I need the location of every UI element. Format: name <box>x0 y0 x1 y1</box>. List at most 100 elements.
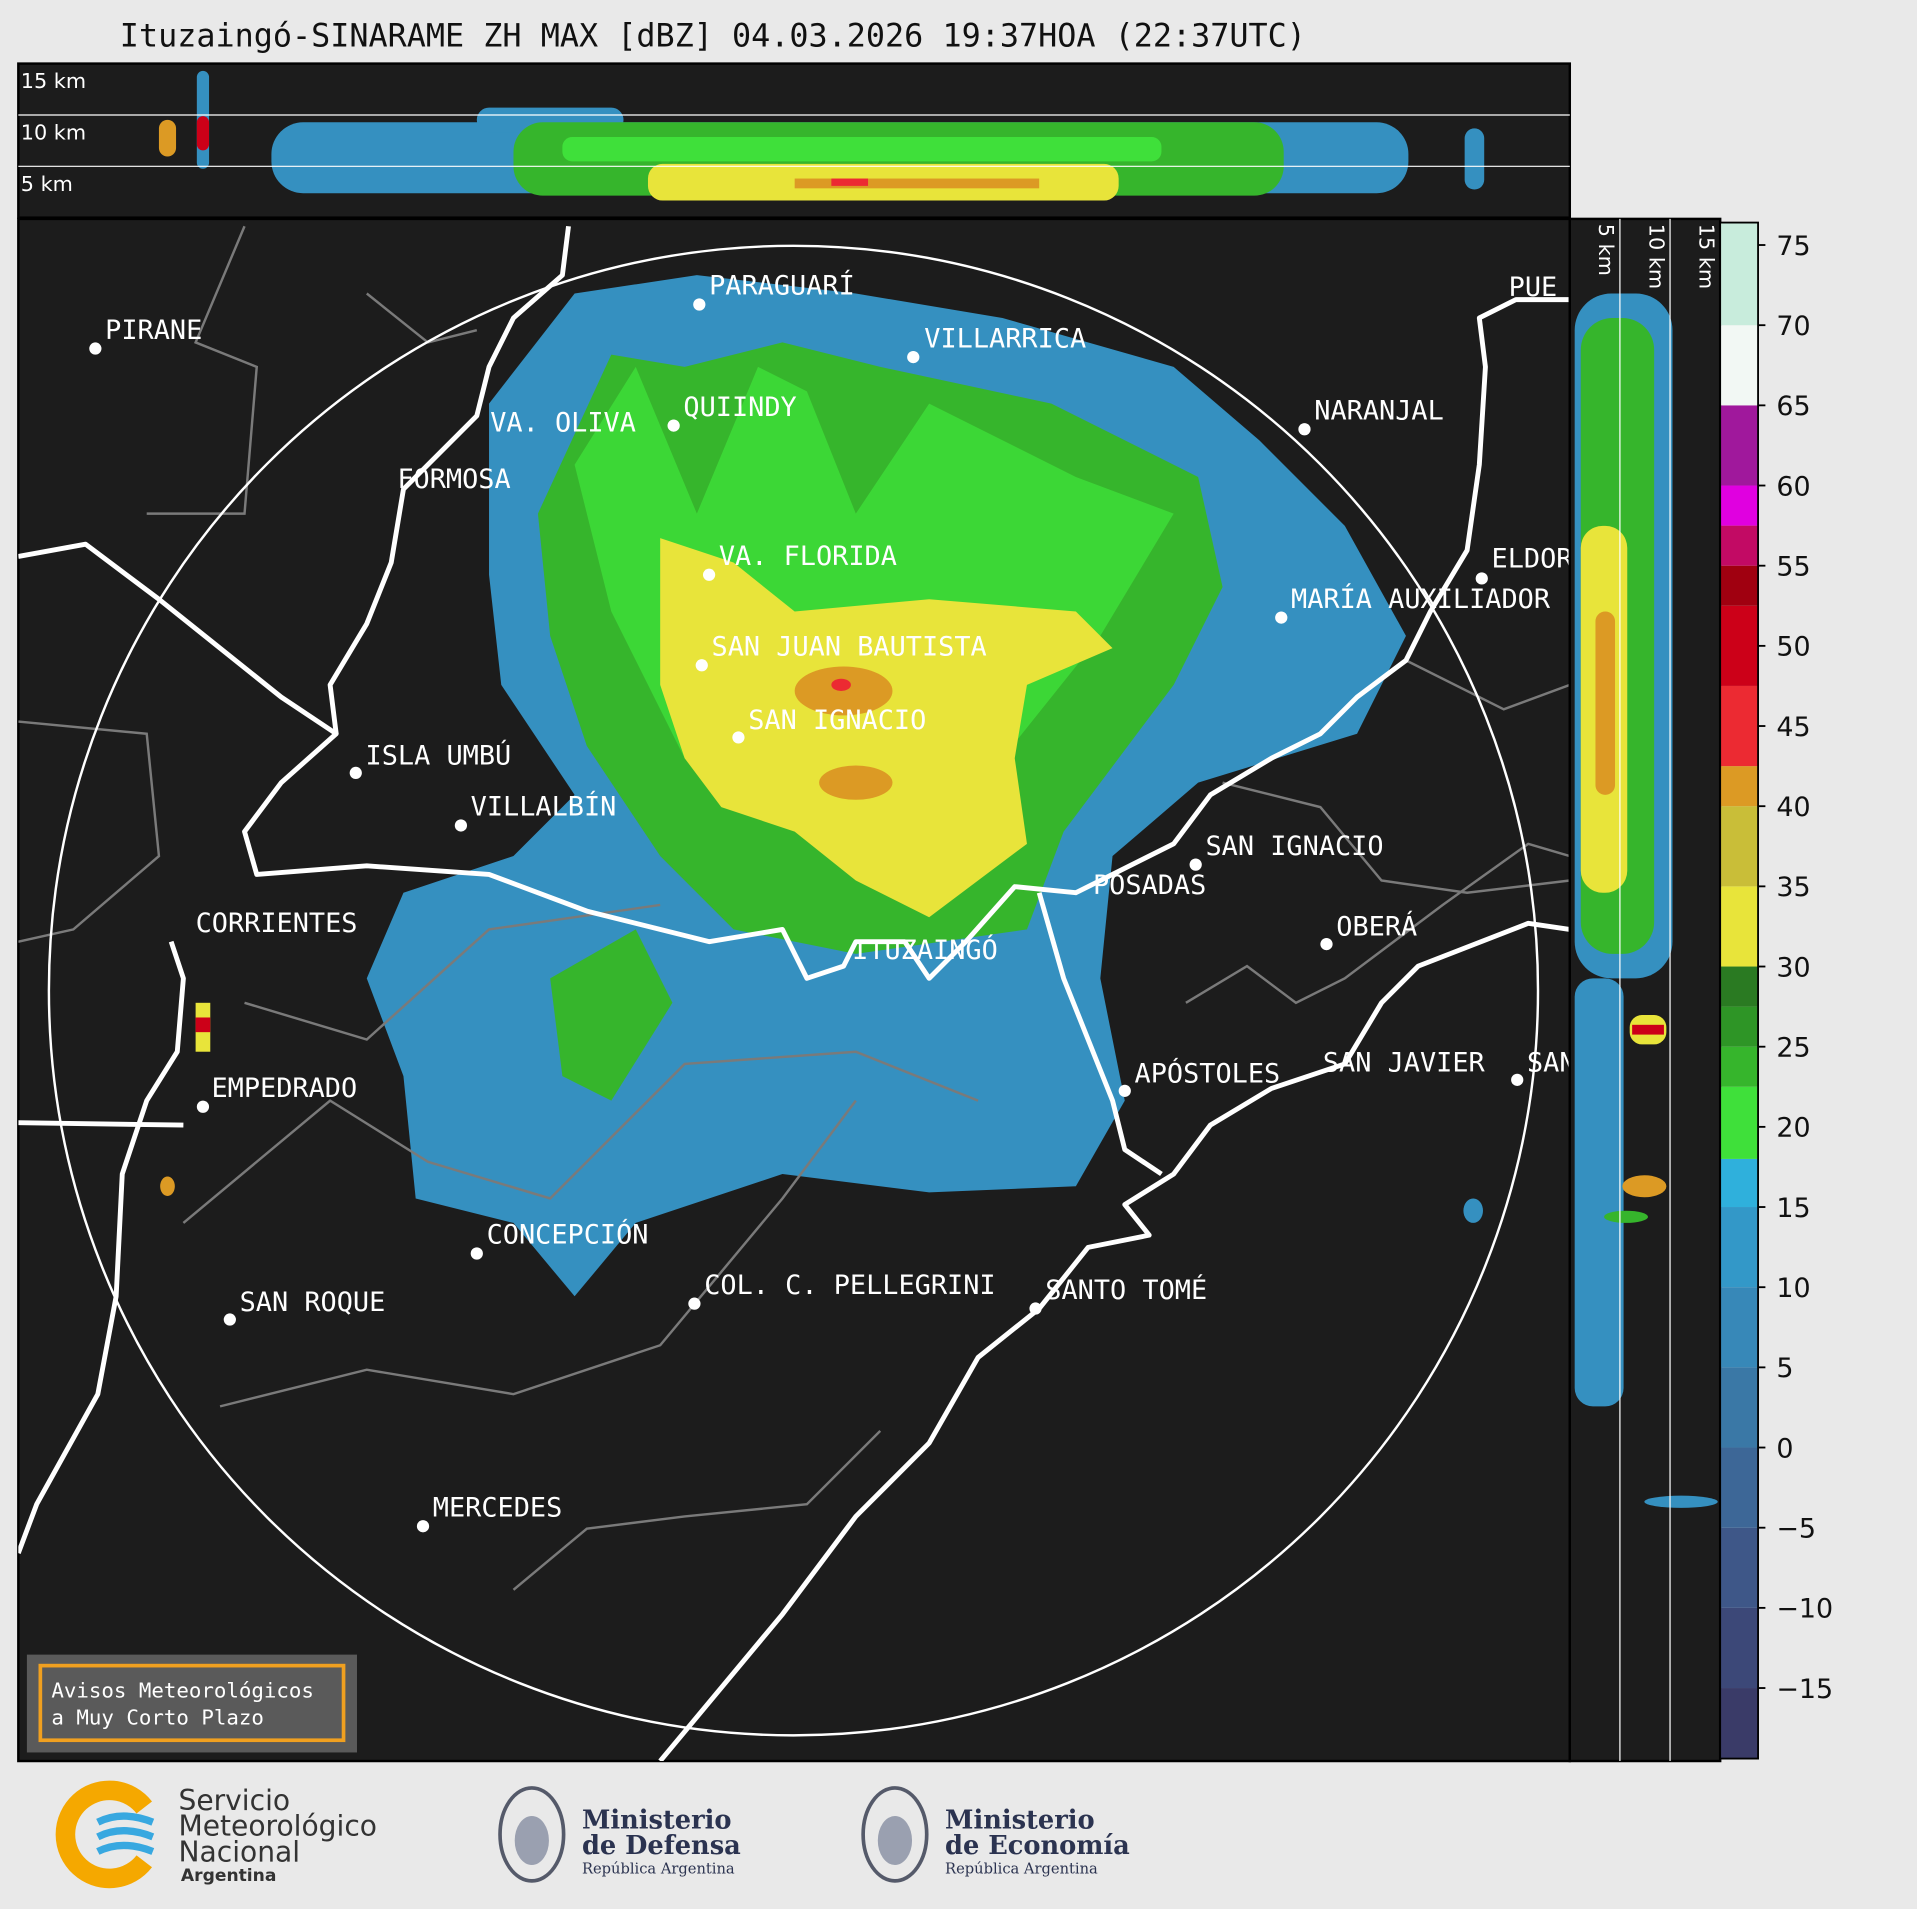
radar-echo <box>158 119 177 157</box>
logo-text: República Argentina <box>582 1861 735 1878</box>
logo-text: República Argentina <box>945 1861 1098 1878</box>
logo-shape <box>55 1780 152 1889</box>
radar-echo <box>1574 978 1624 1407</box>
logo-shape <box>96 1812 155 1855</box>
altitude-label: 10 km <box>21 120 86 144</box>
city-dot <box>223 1313 236 1326</box>
colorbar-band <box>1720 1046 1759 1087</box>
radar-echo <box>1644 1495 1718 1508</box>
radar-echo <box>794 178 1040 189</box>
radar-echo <box>831 178 869 186</box>
radar-echo <box>1463 1198 1483 1223</box>
city-label: ISLA UMBÚ <box>366 739 512 771</box>
radar-echo <box>1604 1210 1649 1223</box>
colorbar-tick-label: 20 <box>1776 1113 1810 1144</box>
colorbar-tick-label: 40 <box>1776 792 1810 823</box>
city-label: PIRANE <box>105 315 202 346</box>
logo-text: Argentina <box>181 1866 276 1886</box>
colorbar-tick-label: 50 <box>1776 632 1810 663</box>
admin-border <box>1405 659 1570 711</box>
radar-echo <box>1632 1024 1664 1035</box>
city-label: SAN ROQUE <box>240 1287 386 1318</box>
colorbar-band <box>1720 1207 1759 1288</box>
city-label: SANTO TOMÉ <box>1045 1274 1207 1306</box>
logo-text: Ministerio <box>582 1805 732 1835</box>
colorbar-tick-label: 10 <box>1776 1273 1810 1304</box>
city-dot <box>454 819 468 832</box>
city-label: POSADAS <box>1093 870 1206 901</box>
city-label: QUIINDY <box>683 392 796 423</box>
city-dot <box>1275 611 1288 624</box>
logo-economia: Ministerio de Economía República Argenti… <box>861 1786 1130 1883</box>
logo-text: Meteorológico <box>178 1810 376 1843</box>
logo-text: Ministerio <box>945 1805 1095 1835</box>
notice-border[interactable] <box>38 1663 346 1743</box>
city-dot <box>1029 1302 1042 1315</box>
colorbar-band <box>1720 405 1759 486</box>
city-label: CONCEPCIÓN <box>487 1219 649 1251</box>
river <box>1036 892 1163 1177</box>
city-dot <box>1189 858 1202 871</box>
city-label: SAN IGNACIO <box>1205 831 1383 862</box>
colorbar-band <box>1720 806 1759 887</box>
radar-echo <box>1464 128 1485 190</box>
logo-text: Servicio <box>178 1784 290 1817</box>
colorbar-tick-label: −10 <box>1776 1594 1833 1625</box>
colorbar-tick-label: 5 <box>1776 1353 1793 1384</box>
colorbar-tick-label: 45 <box>1776 712 1810 743</box>
city-label: VILLALBÍN <box>471 791 617 823</box>
colorbar-band <box>1720 565 1759 606</box>
admin-border <box>1185 842 1570 1005</box>
radar-echo <box>660 538 1113 918</box>
radar-echo <box>550 929 673 1101</box>
logo-defensa: Ministerio de Defensa República Argentin… <box>498 1786 741 1883</box>
colorbar-tick-label: 60 <box>1776 471 1810 502</box>
colorbar-tick-label: −5 <box>1776 1513 1816 1544</box>
colorbar-band <box>1720 1607 1759 1689</box>
city-label: SAN JAVIER <box>1323 1047 1486 1078</box>
altitude-label: 10 km <box>1644 224 1668 289</box>
logo-shape <box>514 1816 549 1865</box>
colorbar-band <box>1720 1527 1759 1608</box>
radar-echo <box>1595 611 1616 795</box>
title: Ituzaingó-SINARAME ZH MAX [dBZ] 04.03.20… <box>120 17 1306 54</box>
city-label: SAN <box>1527 1047 1576 1078</box>
colorbar-tick-label: 55 <box>1776 551 1810 582</box>
colorbar-tick-label: 70 <box>1776 311 1810 342</box>
right-echoes <box>1574 293 1718 1508</box>
altitude-label: 5 km <box>21 172 73 196</box>
colorbar-band <box>1720 325 1759 406</box>
radar-echoes <box>160 275 1483 1297</box>
colorbar-band <box>1720 766 1759 807</box>
city-label: SAN IGNACIO <box>748 705 926 736</box>
city-dot <box>1320 937 1333 951</box>
admin-border <box>219 1099 857 1408</box>
map-content: PARAGUARÍ VILLARRICA PIRANE QUIINDY VA. OLIV… <box>18 225 1576 1762</box>
colorbar-tick-label: 0 <box>1776 1433 1793 1464</box>
colorbar-tick-label: 25 <box>1776 1032 1810 1063</box>
logo-text: de Economía <box>945 1831 1130 1861</box>
radar-echo <box>195 1017 211 1033</box>
radar-echo <box>196 116 210 151</box>
city-dot <box>89 342 102 355</box>
colorbar-band <box>1720 1158 1759 1208</box>
city-label: COL. C. PELLEGRINI <box>704 1270 995 1301</box>
logo-shape <box>877 1816 913 1865</box>
colorbar-tick-label: 15 <box>1776 1193 1810 1224</box>
colorbar-tick-label: 75 <box>1776 231 1810 262</box>
city-dot <box>907 350 920 364</box>
radar-echo <box>831 678 851 691</box>
city-dot <box>732 731 745 744</box>
colorbar-band <box>1720 1287 1759 1368</box>
city-dot <box>688 1297 701 1310</box>
city-dot <box>416 1520 430 1533</box>
top-echoes <box>158 70 1485 201</box>
colorbar-band <box>1720 222 1759 326</box>
river <box>658 920 1570 1762</box>
city-label: OBERÁ <box>1336 911 1417 943</box>
admin-border <box>146 225 259 515</box>
colorbar-tick-label: 35 <box>1776 872 1810 903</box>
city-label: CORRIENTES <box>196 908 358 939</box>
